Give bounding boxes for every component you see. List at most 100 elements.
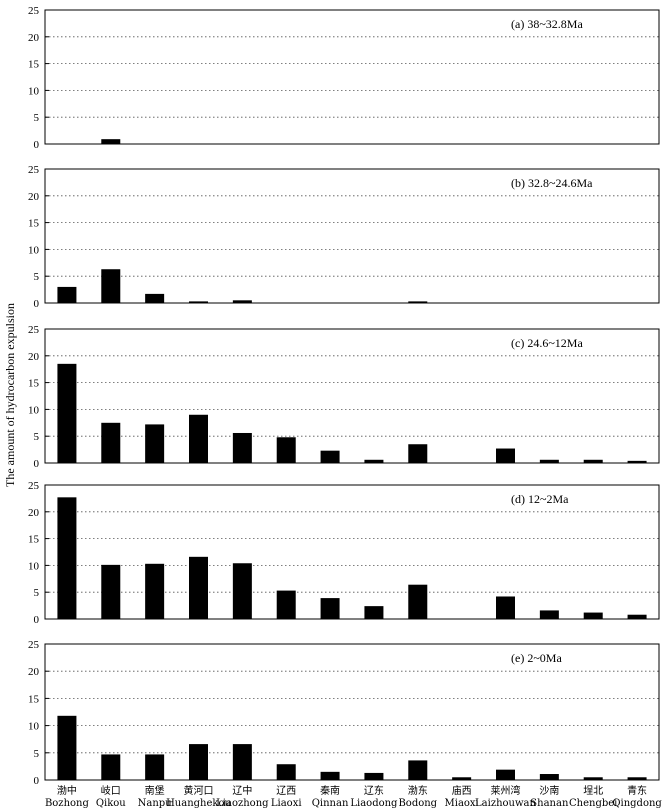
bar-bozhong — [57, 715, 77, 780]
bar-laizhouwan — [496, 448, 515, 463]
bar-qikou — [101, 422, 121, 463]
bar-bozhong — [57, 497, 77, 619]
bar-qingdong — [627, 460, 647, 463]
y-tick-label: 20 — [28, 351, 40, 363]
y-tick-label: 0 — [34, 298, 40, 310]
y-tick-label: 10 — [28, 85, 40, 97]
panels: 0 5 10 15 20 25 (a) 38~32.8Ma 0 5 10 15 20 25 (b) 32.… — [28, 5, 660, 787]
category-labels: 渤中Bozhong岐口Qikou南堡Nanpu黄河口Huanghekou辽中Li… — [45, 784, 662, 809]
bar-bodong — [408, 584, 428, 619]
bar-qikou — [101, 564, 121, 619]
category-label-cn: 辽中 — [232, 784, 252, 797]
category-label-en: Liaoxi — [271, 798, 302, 809]
bar-bodong — [408, 760, 428, 780]
bar-chengbei — [583, 777, 603, 780]
y-tick-label: 25 — [28, 480, 40, 492]
y-tick-label: 0 — [34, 139, 40, 151]
bar-bozhong — [57, 363, 77, 463]
bar-huanghekou — [189, 556, 208, 619]
y-tick-label: 5 — [34, 271, 40, 283]
panel-a: 0 5 10 15 20 25 (a) 38~32.8Ma — [28, 5, 660, 151]
category-label-cn: 黄河口 — [184, 784, 214, 797]
bar-chengbei — [583, 459, 603, 463]
bar-liaozhong — [232, 563, 252, 619]
y-tick-label: 20 — [28, 666, 40, 678]
y-tick-label: 15 — [28, 378, 40, 390]
y-tick-label: 15 — [28, 59, 40, 71]
bar-liaodong — [364, 459, 384, 463]
panel-label: (e) 2~0Ma — [511, 651, 562, 665]
panel-frame — [44, 9, 660, 145]
panel-b: 0 5 10 15 20 25 (b) 32.8~24.6Ma — [28, 164, 660, 310]
bar-liaozhong — [232, 744, 252, 780]
bar-qikou — [101, 269, 121, 303]
y-tick-label: 0 — [34, 775, 40, 787]
panel-frame — [44, 484, 660, 620]
y-tick-label: 5 — [34, 587, 40, 599]
category-label-en: Shanan — [530, 798, 569, 809]
bar-liaozhong — [232, 432, 252, 463]
bar-bodong — [408, 301, 428, 303]
panel-label: (a) 38~32.8Ma — [511, 17, 583, 31]
bar-bozhong — [57, 286, 77, 303]
bar-qikou — [101, 139, 121, 144]
y-tick-label: 25 — [28, 5, 40, 17]
y-tick-label: 10 — [28, 721, 40, 733]
y-tick-label: 5 — [34, 112, 40, 124]
bar-chengbei — [583, 612, 603, 619]
y-tick-label: 10 — [28, 560, 40, 572]
bar-nanpu — [145, 424, 165, 463]
bar-nanpu — [145, 754, 165, 780]
y-tick-label: 25 — [28, 324, 40, 336]
y-tick-label: 25 — [28, 639, 40, 651]
category-label-en: Qingdong — [612, 798, 662, 809]
y-tick-label: 5 — [34, 748, 40, 760]
y-tick-label: 15 — [28, 218, 40, 230]
category-label-en: Huanghekou — [166, 798, 231, 809]
category-label-en: Liaozhong — [216, 798, 269, 809]
category-label-cn: 渤东 — [408, 784, 428, 797]
bar-qingdong — [627, 614, 647, 619]
bar-huanghekou — [189, 301, 208, 303]
bar-liaoxi — [276, 764, 296, 780]
panel-label: (c) 24.6~12Ma — [511, 336, 583, 350]
category-label-cn: 埕北 — [583, 785, 603, 797]
bar-qinnan — [320, 598, 340, 619]
bar-laizhouwan — [496, 596, 515, 619]
y-tick-label: 0 — [34, 458, 40, 470]
panel-d: 0 5 10 15 20 25 (d) 12~2Ma — [28, 480, 660, 626]
bar-liaozhong — [232, 300, 252, 303]
y-tick-label: 20 — [28, 191, 40, 203]
y-tick-label: 5 — [34, 431, 40, 443]
panel-frame — [44, 168, 660, 304]
bar-qikou — [101, 754, 121, 780]
category-label-cn: 渤中 — [57, 784, 77, 797]
bar-shanan — [539, 610, 559, 619]
y-axis-label: The amount of hydrocarbon expulsion — [3, 303, 17, 487]
category-label-en: Miaoxi — [445, 798, 479, 809]
bar-huanghekou — [189, 414, 208, 463]
y-tick-label: 20 — [28, 32, 40, 44]
panel-frame — [44, 328, 660, 464]
category-label-cn: 辽西 — [276, 785, 296, 797]
bar-nanpu — [145, 293, 165, 303]
category-label-en: Qikou — [96, 798, 126, 809]
category-label-cn: 辽东 — [364, 784, 384, 797]
bar-miaoxi — [452, 777, 472, 780]
bar-laizhouwan — [496, 769, 515, 780]
category-label-en: Qinnan — [312, 798, 349, 809]
bar-nanpu — [145, 563, 165, 619]
bar-shanan — [539, 459, 559, 463]
panel-label: (d) 12~2Ma — [511, 492, 569, 506]
category-label-cn: 秦南 — [320, 784, 340, 797]
y-tick-label: 0 — [34, 614, 40, 626]
bar-liaodong — [364, 772, 384, 780]
panel-label: (b) 32.8~24.6Ma — [511, 176, 593, 190]
category-label-en: Chengbei — [569, 798, 617, 809]
category-label-en: Laizhouwan — [475, 798, 536, 809]
panel-frame — [44, 643, 660, 781]
y-tick-label: 15 — [28, 534, 40, 546]
category-label-cn: 庙西 — [452, 784, 472, 797]
panel-c: 0 5 10 15 20 25 (c) 24.6~12Ma — [28, 324, 660, 470]
